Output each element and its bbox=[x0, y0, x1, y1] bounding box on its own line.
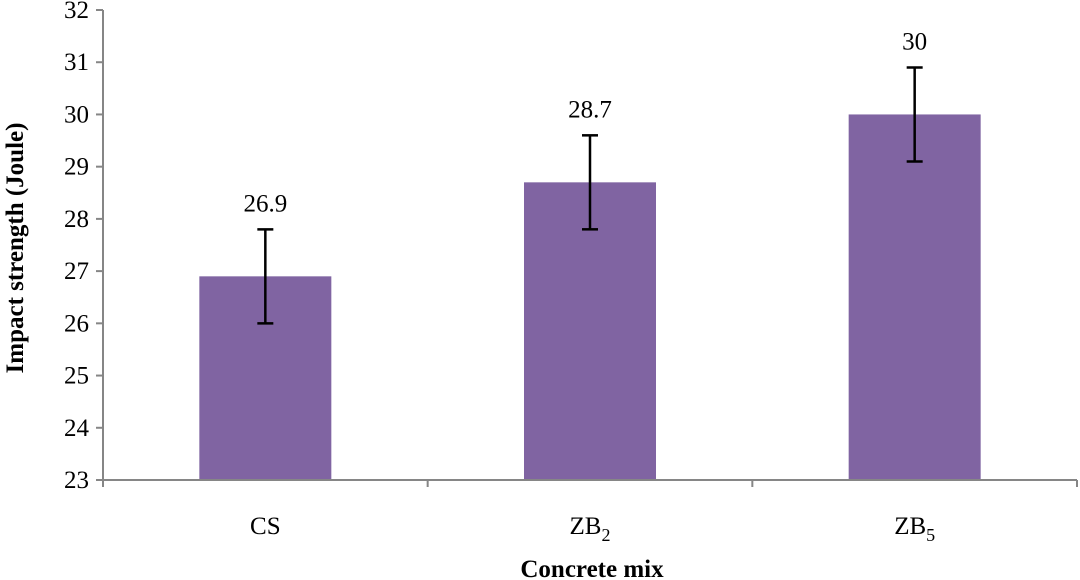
data-label: 28.7 bbox=[568, 96, 612, 123]
x-tick-label: CS bbox=[250, 513, 281, 540]
y-tick-label: 27 bbox=[64, 258, 89, 285]
x-axis-title: Concrete mix bbox=[520, 556, 664, 580]
y-tick-label: 26 bbox=[64, 310, 89, 337]
y-tick-label: 32 bbox=[64, 0, 89, 24]
y-tick-label: 25 bbox=[64, 363, 89, 390]
data-label: 30 bbox=[902, 28, 927, 55]
y-tick-label: 23 bbox=[64, 467, 89, 494]
y-tick-label: 29 bbox=[64, 154, 89, 181]
bar bbox=[524, 182, 656, 481]
y-tick-label: 24 bbox=[64, 415, 90, 442]
y-tick-label: 28 bbox=[64, 206, 89, 233]
data-label: 26.9 bbox=[243, 190, 287, 217]
x-tick-label: ZB2 bbox=[570, 513, 611, 545]
plot-area: 23 24 25 26 27 28 29 30 31 32 CS ZB2 ZB5 26.9 28.7 30 bbox=[64, 0, 1078, 545]
y-tick-label: 30 bbox=[64, 101, 89, 128]
x-tick-label: ZB5 bbox=[894, 513, 935, 545]
bar bbox=[848, 114, 981, 480]
y-tick-label: 31 bbox=[64, 49, 89, 76]
y-axis-title: Impact strength (Joule) bbox=[2, 123, 29, 374]
